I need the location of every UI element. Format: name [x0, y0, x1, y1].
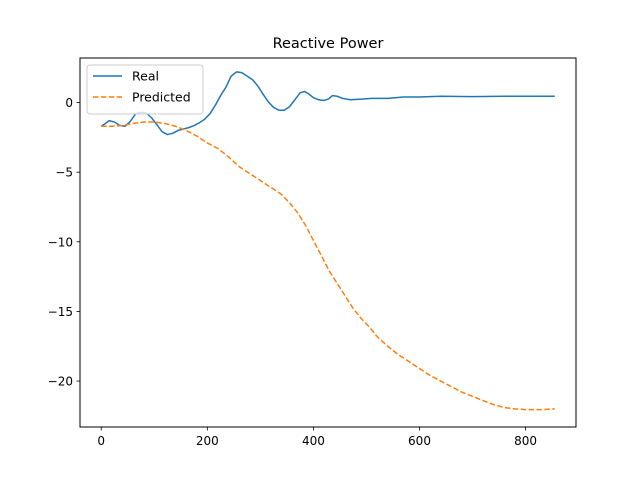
- y-axis-ticks: 0 −5 −10 −15 −20: [48, 96, 80, 389]
- y-tick-label: −15: [48, 305, 73, 319]
- plot-frame: [79, 57, 577, 428]
- series-line-predicted: [101, 121, 555, 411]
- legend-label-real: Real: [132, 69, 159, 84]
- x-tick-label: 0: [97, 434, 105, 448]
- legend-box: [86, 64, 204, 115]
- legend-label-predicted: Predicted: [132, 90, 191, 105]
- x-tick-label: 600: [408, 434, 431, 448]
- legend: Real Predicted: [86, 64, 204, 115]
- x-axis-ticks: 0 200 400 600 800: [97, 427, 537, 448]
- x-tick-label: 400: [302, 434, 325, 448]
- y-tick-label: −5: [55, 166, 73, 180]
- chart-title: Reactive Power: [273, 36, 384, 52]
- y-tick-label: 0: [65, 96, 73, 110]
- y-tick-label: −10: [48, 235, 73, 249]
- plot-area: 0 200 400 600 800 0 −5 −10 −15 −20: [48, 57, 577, 448]
- series-line-real: [100, 71, 555, 136]
- x-tick-label: 200: [196, 434, 219, 448]
- y-tick-label: −20: [48, 375, 73, 389]
- series-layer: [100, 71, 555, 411]
- x-tick-label: 800: [514, 434, 537, 448]
